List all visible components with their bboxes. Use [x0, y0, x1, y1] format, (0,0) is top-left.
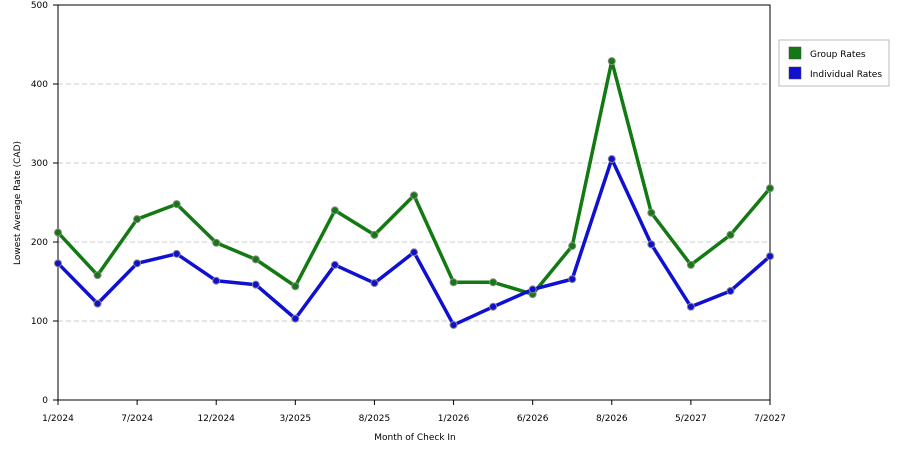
data-point [568, 275, 577, 284]
x-tick-label: 1/2026 [438, 414, 470, 424]
data-point [726, 286, 735, 295]
x-axis-label: Month of Check In [374, 433, 456, 443]
legend-swatch [788, 66, 802, 80]
y-axis-label: Lowest Average Rate (CAD) [13, 141, 23, 265]
data-point [172, 249, 181, 258]
x-tick-label: 8/2025 [359, 414, 391, 424]
y-tick-label: 0 [42, 396, 48, 406]
x-tick-label: 12/2024 [198, 414, 236, 424]
data-point [568, 241, 577, 250]
data-point [410, 248, 418, 257]
data-point [93, 271, 102, 280]
data-point [212, 238, 221, 247]
x-tick-label: 7/2024 [121, 414, 153, 424]
data-point [766, 184, 774, 193]
x-tick-label: 8/2026 [596, 414, 628, 424]
data-point [133, 259, 142, 268]
data-point [686, 302, 695, 311]
x-tick-label: 5/2027 [675, 414, 707, 424]
data-point [93, 299, 102, 308]
y-tick-label: 400 [31, 80, 48, 90]
legend-swatch [788, 46, 802, 60]
legend-label: Group Rates [810, 50, 866, 60]
data-point [133, 215, 142, 224]
data-point [251, 280, 260, 289]
plot-frame [57, 4, 771, 401]
y-tick-label: 200 [31, 238, 48, 248]
data-point [686, 260, 695, 269]
data-point [766, 252, 774, 261]
data-point [172, 200, 181, 209]
data-point [54, 259, 62, 268]
data-point [330, 260, 339, 269]
x-tick-label: 7/2027 [754, 414, 786, 424]
data-point [726, 230, 735, 239]
data-point [54, 228, 62, 237]
data-point [647, 208, 656, 217]
data-point [370, 230, 379, 239]
data-point [449, 320, 458, 329]
y-tick-label: 300 [31, 159, 48, 169]
y-tick-label: 100 [31, 317, 48, 327]
data-point [607, 155, 616, 164]
series-line [56, 59, 772, 296]
data-point [489, 278, 498, 287]
data-point [330, 206, 339, 215]
data-point [212, 276, 221, 285]
data-point [647, 240, 656, 249]
data-point [528, 285, 537, 294]
y-tick-label: 500 [31, 1, 48, 11]
data-point [251, 255, 260, 264]
x-tick-label: 1/2024 [42, 414, 74, 424]
x-tick-label: 6/2026 [517, 414, 549, 424]
x-tick-label: 3/2025 [279, 414, 311, 424]
data-point [489, 302, 498, 311]
data-point [291, 314, 300, 323]
data-point [607, 57, 616, 66]
data-point [291, 282, 300, 291]
data-point [410, 191, 418, 200]
legend-label: Individual Rates [810, 70, 882, 80]
data-point [449, 278, 458, 287]
data-point [370, 279, 379, 288]
